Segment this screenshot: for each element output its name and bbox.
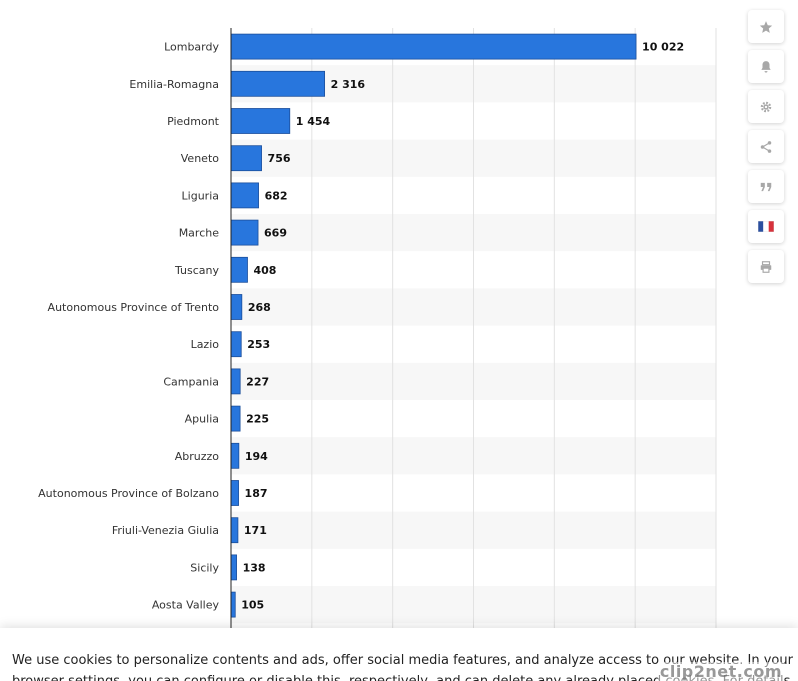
value-label: 268 — [248, 301, 271, 314]
settings-button[interactable] — [748, 90, 784, 123]
bar — [230, 331, 242, 358]
category-label: Lombardy — [164, 41, 219, 54]
bar — [230, 368, 241, 395]
category-label: Marche — [179, 227, 220, 240]
share-icon — [759, 140, 773, 154]
bar-chart: Lombardy Emilia-Romagna Piedmont Veneto Ligu… — [38, 28, 717, 681]
bar — [230, 219, 259, 246]
value-label: 187 — [245, 487, 268, 500]
cookie-banner-text: We use cookies to personalize contents a… — [12, 653, 795, 681]
value-label: 1 454 — [296, 115, 331, 128]
bar — [230, 294, 243, 320]
value-label: 105 — [241, 599, 264, 612]
category-label: Autonomous Province of Trento — [48, 301, 220, 314]
category-label: Piedmont — [167, 115, 220, 128]
print-button[interactable] — [748, 250, 784, 283]
gear-icon — [759, 100, 773, 114]
value-label: 2 316 — [331, 78, 366, 91]
bar — [230, 145, 262, 172]
category-labels: Lombardy Emilia-Romagna Piedmont Veneto Ligu… — [38, 41, 220, 649]
bar — [230, 33, 637, 60]
chart-toolbar — [748, 10, 784, 283]
category-label: Aosta Valley — [152, 599, 220, 612]
value-label: 253 — [247, 338, 270, 351]
bar — [230, 591, 236, 618]
quote-icon — [759, 180, 773, 194]
bar — [230, 405, 241, 432]
bar — [230, 517, 239, 544]
print-icon — [759, 260, 773, 274]
value-label: 225 — [246, 413, 269, 426]
french-flag-icon — [758, 221, 774, 232]
category-label: Lazio — [191, 338, 220, 351]
value-labels: 10 022 2 316 1 454 756 682 669 408 268 253 227 225… — [240, 41, 685, 649]
value-label: 682 — [265, 189, 288, 202]
bar — [230, 442, 240, 469]
value-label: 138 — [243, 561, 266, 574]
category-label: Liguria — [182, 189, 219, 202]
bar — [230, 182, 259, 209]
value-label: 194 — [245, 450, 268, 463]
value-label: 408 — [253, 264, 276, 277]
category-label: Apulia — [185, 413, 219, 426]
value-label: 10 022 — [642, 41, 684, 54]
cookie-banner: We use cookies to personalize contents a… — [0, 628, 798, 681]
category-label: Emilia-Romagna — [129, 78, 219, 91]
bar — [230, 256, 248, 283]
notification-button[interactable] — [748, 50, 784, 83]
value-label: 756 — [268, 152, 291, 165]
gridlines — [311, 28, 717, 681]
language-button[interactable] — [748, 210, 784, 243]
watermark: clip2net.com — [657, 662, 784, 681]
category-label: Veneto — [181, 152, 219, 165]
category-label: Tuscany — [174, 264, 220, 277]
category-label: Autonomous Province of Bolzano — [38, 487, 219, 500]
category-label: Abruzzo — [175, 450, 220, 463]
cite-button[interactable] — [748, 170, 784, 203]
value-label: 227 — [246, 375, 269, 388]
bar — [230, 480, 239, 506]
share-button[interactable] — [748, 130, 784, 163]
bar — [230, 108, 291, 134]
bell-icon — [759, 60, 773, 74]
bar — [230, 554, 237, 581]
bars — [230, 33, 637, 655]
value-label: 171 — [244, 524, 267, 537]
category-label: Campania — [163, 375, 219, 388]
favorite-button[interactable] — [748, 10, 784, 43]
value-label: 669 — [264, 227, 287, 240]
star-icon — [759, 20, 773, 34]
category-label: Friuli-Venezia Giulia — [112, 524, 219, 537]
category-label: Sicily — [190, 561, 219, 574]
bar — [230, 70, 326, 97]
